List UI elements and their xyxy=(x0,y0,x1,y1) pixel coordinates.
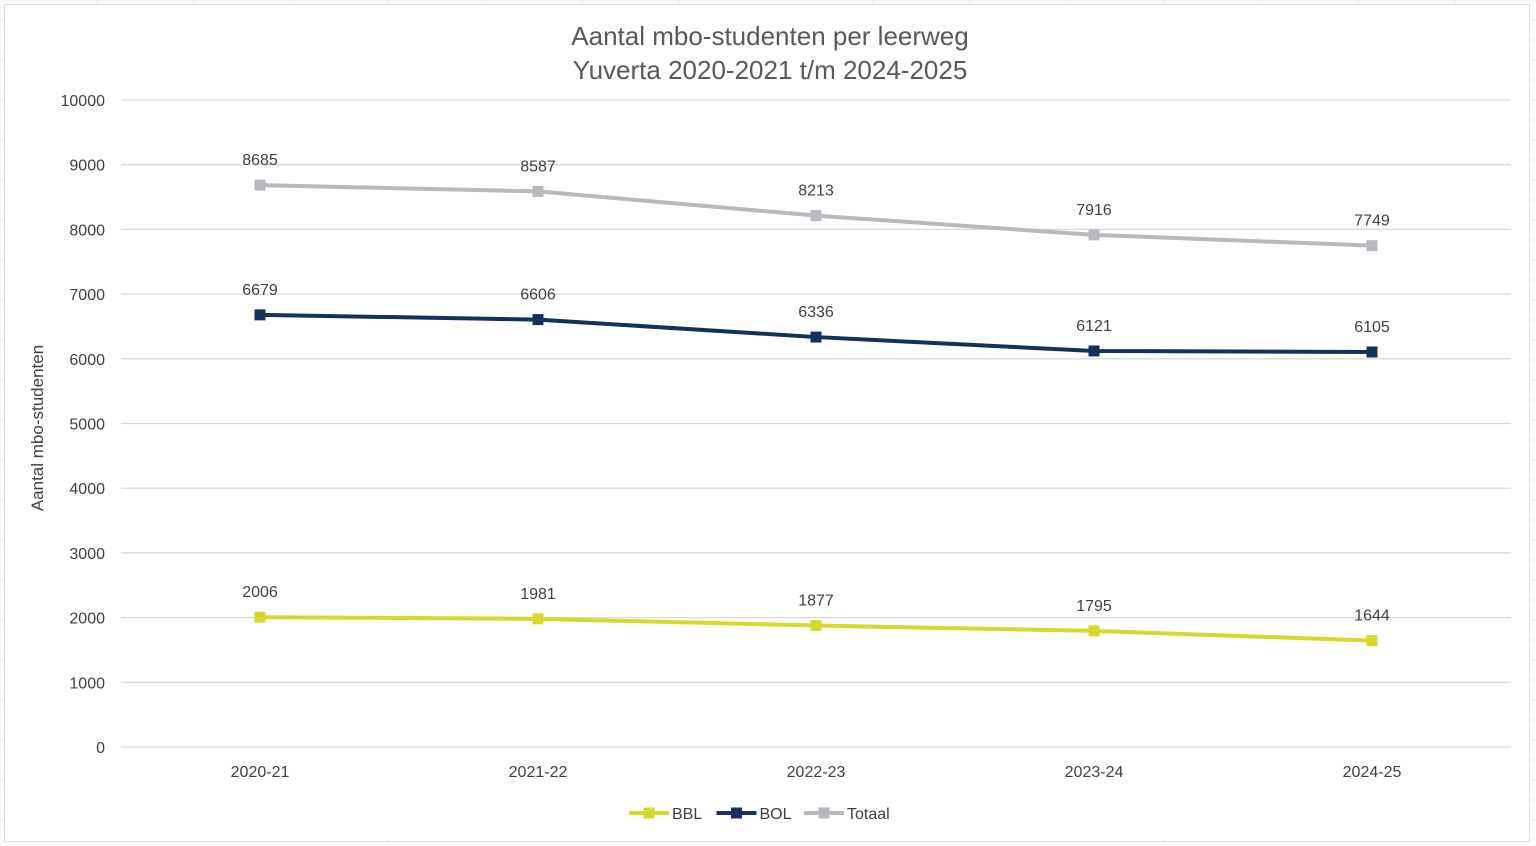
x-axis-ticks: 2020-21 2021-22 2022-23 2023-24 2024-25 xyxy=(231,764,1402,781)
data-label: 6105 xyxy=(1354,319,1390,336)
data-point[interactable] xyxy=(1088,625,1100,637)
data-point[interactable] xyxy=(532,314,544,326)
x-tick-label: 2023-24 xyxy=(1065,764,1124,781)
data-label: 6121 xyxy=(1076,318,1112,335)
y-tick-label: 1000 xyxy=(69,675,105,692)
data-label: 6336 xyxy=(798,304,834,321)
series-bbl: 2006 1981 1877 1795 1644 xyxy=(242,584,1390,647)
series-totaal: 8685 8587 8213 7916 7749 xyxy=(242,152,1390,252)
legend-item-totaal[interactable]: Totaal xyxy=(804,806,890,823)
chart-title-line-2: Yuverta 2020-2021 t/m 2024-2025 xyxy=(573,55,968,85)
data-point[interactable] xyxy=(1088,229,1100,241)
data-label: 2006 xyxy=(242,584,278,601)
legend-item-bol[interactable]: BOL xyxy=(716,806,792,823)
data-label: 1644 xyxy=(1354,608,1390,625)
data-point[interactable] xyxy=(1366,240,1378,252)
series-group: 2006 1981 1877 1795 1644 6679 6606 6336 6121 6105… xyxy=(242,152,1390,647)
y-axis-ticks: 0 1000 2000 3000 4000 5000 6000 7000 8000 9000 100… xyxy=(61,93,106,757)
x-tick-label: 2021-22 xyxy=(509,764,568,781)
y-tick-label: 9000 xyxy=(69,158,105,175)
data-point[interactable] xyxy=(810,620,822,632)
data-point[interactable] xyxy=(810,331,822,343)
y-tick-label: 4000 xyxy=(69,481,105,498)
legend-label: BBL xyxy=(672,806,702,823)
data-label: 7916 xyxy=(1076,202,1112,219)
data-label: 8685 xyxy=(242,152,278,169)
legend-swatch-marker xyxy=(731,807,742,819)
y-tick-label: 5000 xyxy=(69,417,105,434)
data-label: 6606 xyxy=(520,287,556,304)
x-tick-label: 2024-25 xyxy=(1343,764,1402,781)
data-point[interactable] xyxy=(254,309,266,321)
legend[interactable]: BBL BOL Totaal xyxy=(629,806,890,823)
data-point[interactable] xyxy=(532,185,544,197)
y-tick-label: 6000 xyxy=(69,352,105,369)
data-label: 8213 xyxy=(798,183,834,200)
legend-label: BOL xyxy=(760,806,792,823)
data-point[interactable] xyxy=(1366,346,1378,358)
legend-swatch-marker xyxy=(643,807,655,819)
series-bol: 6679 6606 6336 6121 6105 xyxy=(242,282,1390,358)
data-label: 6679 xyxy=(242,282,278,299)
data-label: 8587 xyxy=(520,158,556,175)
data-point[interactable] xyxy=(1088,345,1100,357)
line-chart: Aantal mbo-studenten per leerweg Yuverta… xyxy=(28,21,1511,823)
data-point[interactable] xyxy=(1366,635,1378,647)
y-tick-label: 2000 xyxy=(69,611,105,628)
y-tick-label: 8000 xyxy=(69,222,105,239)
legend-item-bbl[interactable]: BBL xyxy=(629,806,702,823)
y-tick-label: 3000 xyxy=(69,546,105,563)
y-tick-label: 10000 xyxy=(61,93,106,110)
legend-swatch-marker xyxy=(818,807,830,819)
gridlines xyxy=(121,99,1511,748)
x-tick-label: 2020-21 xyxy=(231,764,290,781)
data-label: 1877 xyxy=(798,593,834,610)
y-axis-title: Aantal mbo-studenten xyxy=(28,345,47,511)
chart-title-line-1: Aantal mbo-studenten per leerweg xyxy=(571,21,968,51)
data-label: 7749 xyxy=(1354,213,1390,230)
legend-label: Totaal xyxy=(847,806,890,823)
data-point[interactable] xyxy=(532,613,544,625)
data-label: 1795 xyxy=(1076,598,1112,615)
x-tick-label: 2022-23 xyxy=(787,764,846,781)
data-point[interactable] xyxy=(254,611,266,623)
y-tick-label: 7000 xyxy=(69,287,105,304)
data-point[interactable] xyxy=(254,179,266,191)
chart-area[interactable]: Aantal mbo-studenten per leerweg Yuverta… xyxy=(4,4,1530,842)
data-label: 1981 xyxy=(520,586,556,603)
data-point[interactable] xyxy=(810,210,822,222)
y-tick-label: 0 xyxy=(96,740,105,757)
